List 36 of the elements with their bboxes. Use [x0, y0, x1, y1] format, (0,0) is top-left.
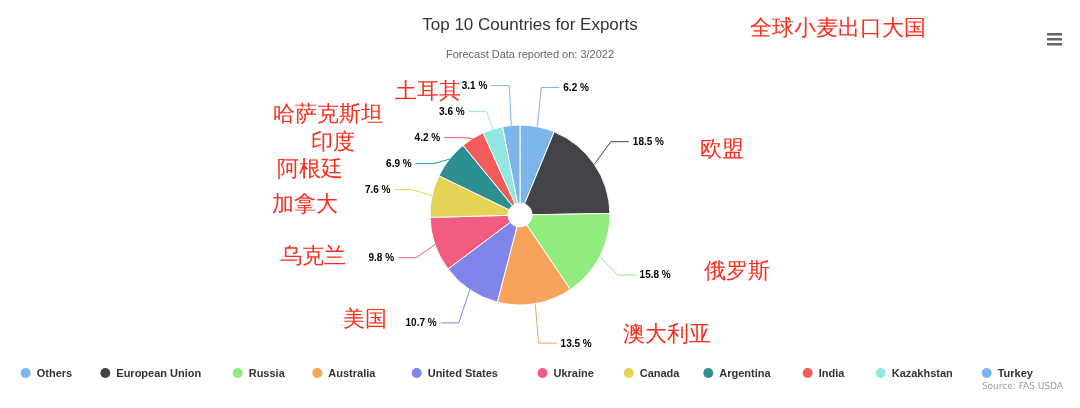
legend-label: United States	[427, 367, 498, 379]
text: 加拿大	[272, 190, 338, 216]
legend-label: India	[818, 367, 846, 379]
data-label: 6.2 %	[563, 81, 589, 93]
legend-label: Russia	[248, 367, 286, 379]
legend-label: European Union	[116, 367, 202, 379]
data-label: 18.5 %	[632, 136, 665, 148]
text: 美国	[343, 305, 387, 331]
text: 哈萨克斯坦	[273, 100, 383, 126]
text: 欧盟	[700, 135, 744, 161]
legend-label: Argentina	[719, 367, 772, 379]
data-label: 15.8 %	[639, 269, 671, 281]
legend-label: Turkey	[997, 367, 1034, 379]
text: 阿根廷	[277, 155, 343, 181]
chart-subtitle: Forecast Data reported on: 3/2022	[445, 48, 615, 60]
text: 印度	[311, 128, 355, 154]
legend-label: Australia	[328, 367, 377, 379]
legend-label: Ukraine	[553, 367, 594, 379]
legend-label: Others	[36, 367, 73, 379]
text: 乌克兰	[280, 242, 346, 268]
data-label: 7.6 %	[364, 184, 391, 196]
data-label: 3.1 %	[461, 80, 488, 92]
text: 土耳其	[395, 77, 461, 103]
data-label: 13.5 %	[560, 337, 592, 349]
data-label: 3.6 %	[439, 106, 465, 118]
data-label: 10.7 %	[405, 317, 437, 329]
data-label: 6.9 %	[386, 158, 412, 170]
text: 俄罗斯	[704, 257, 770, 283]
legend-label: Canada	[639, 367, 681, 379]
text: 全球小麦出口大国	[750, 14, 926, 40]
text: 澳大利亚	[623, 320, 711, 346]
data-label: 4.2 %	[414, 132, 441, 144]
data-label: 9.8 %	[368, 252, 395, 264]
source-note: Source: FAS USDA	[981, 381, 1064, 392]
chart-title: Top 10 Countries for Exports	[422, 15, 638, 34]
legend-label: Kazakhstan	[891, 367, 954, 379]
